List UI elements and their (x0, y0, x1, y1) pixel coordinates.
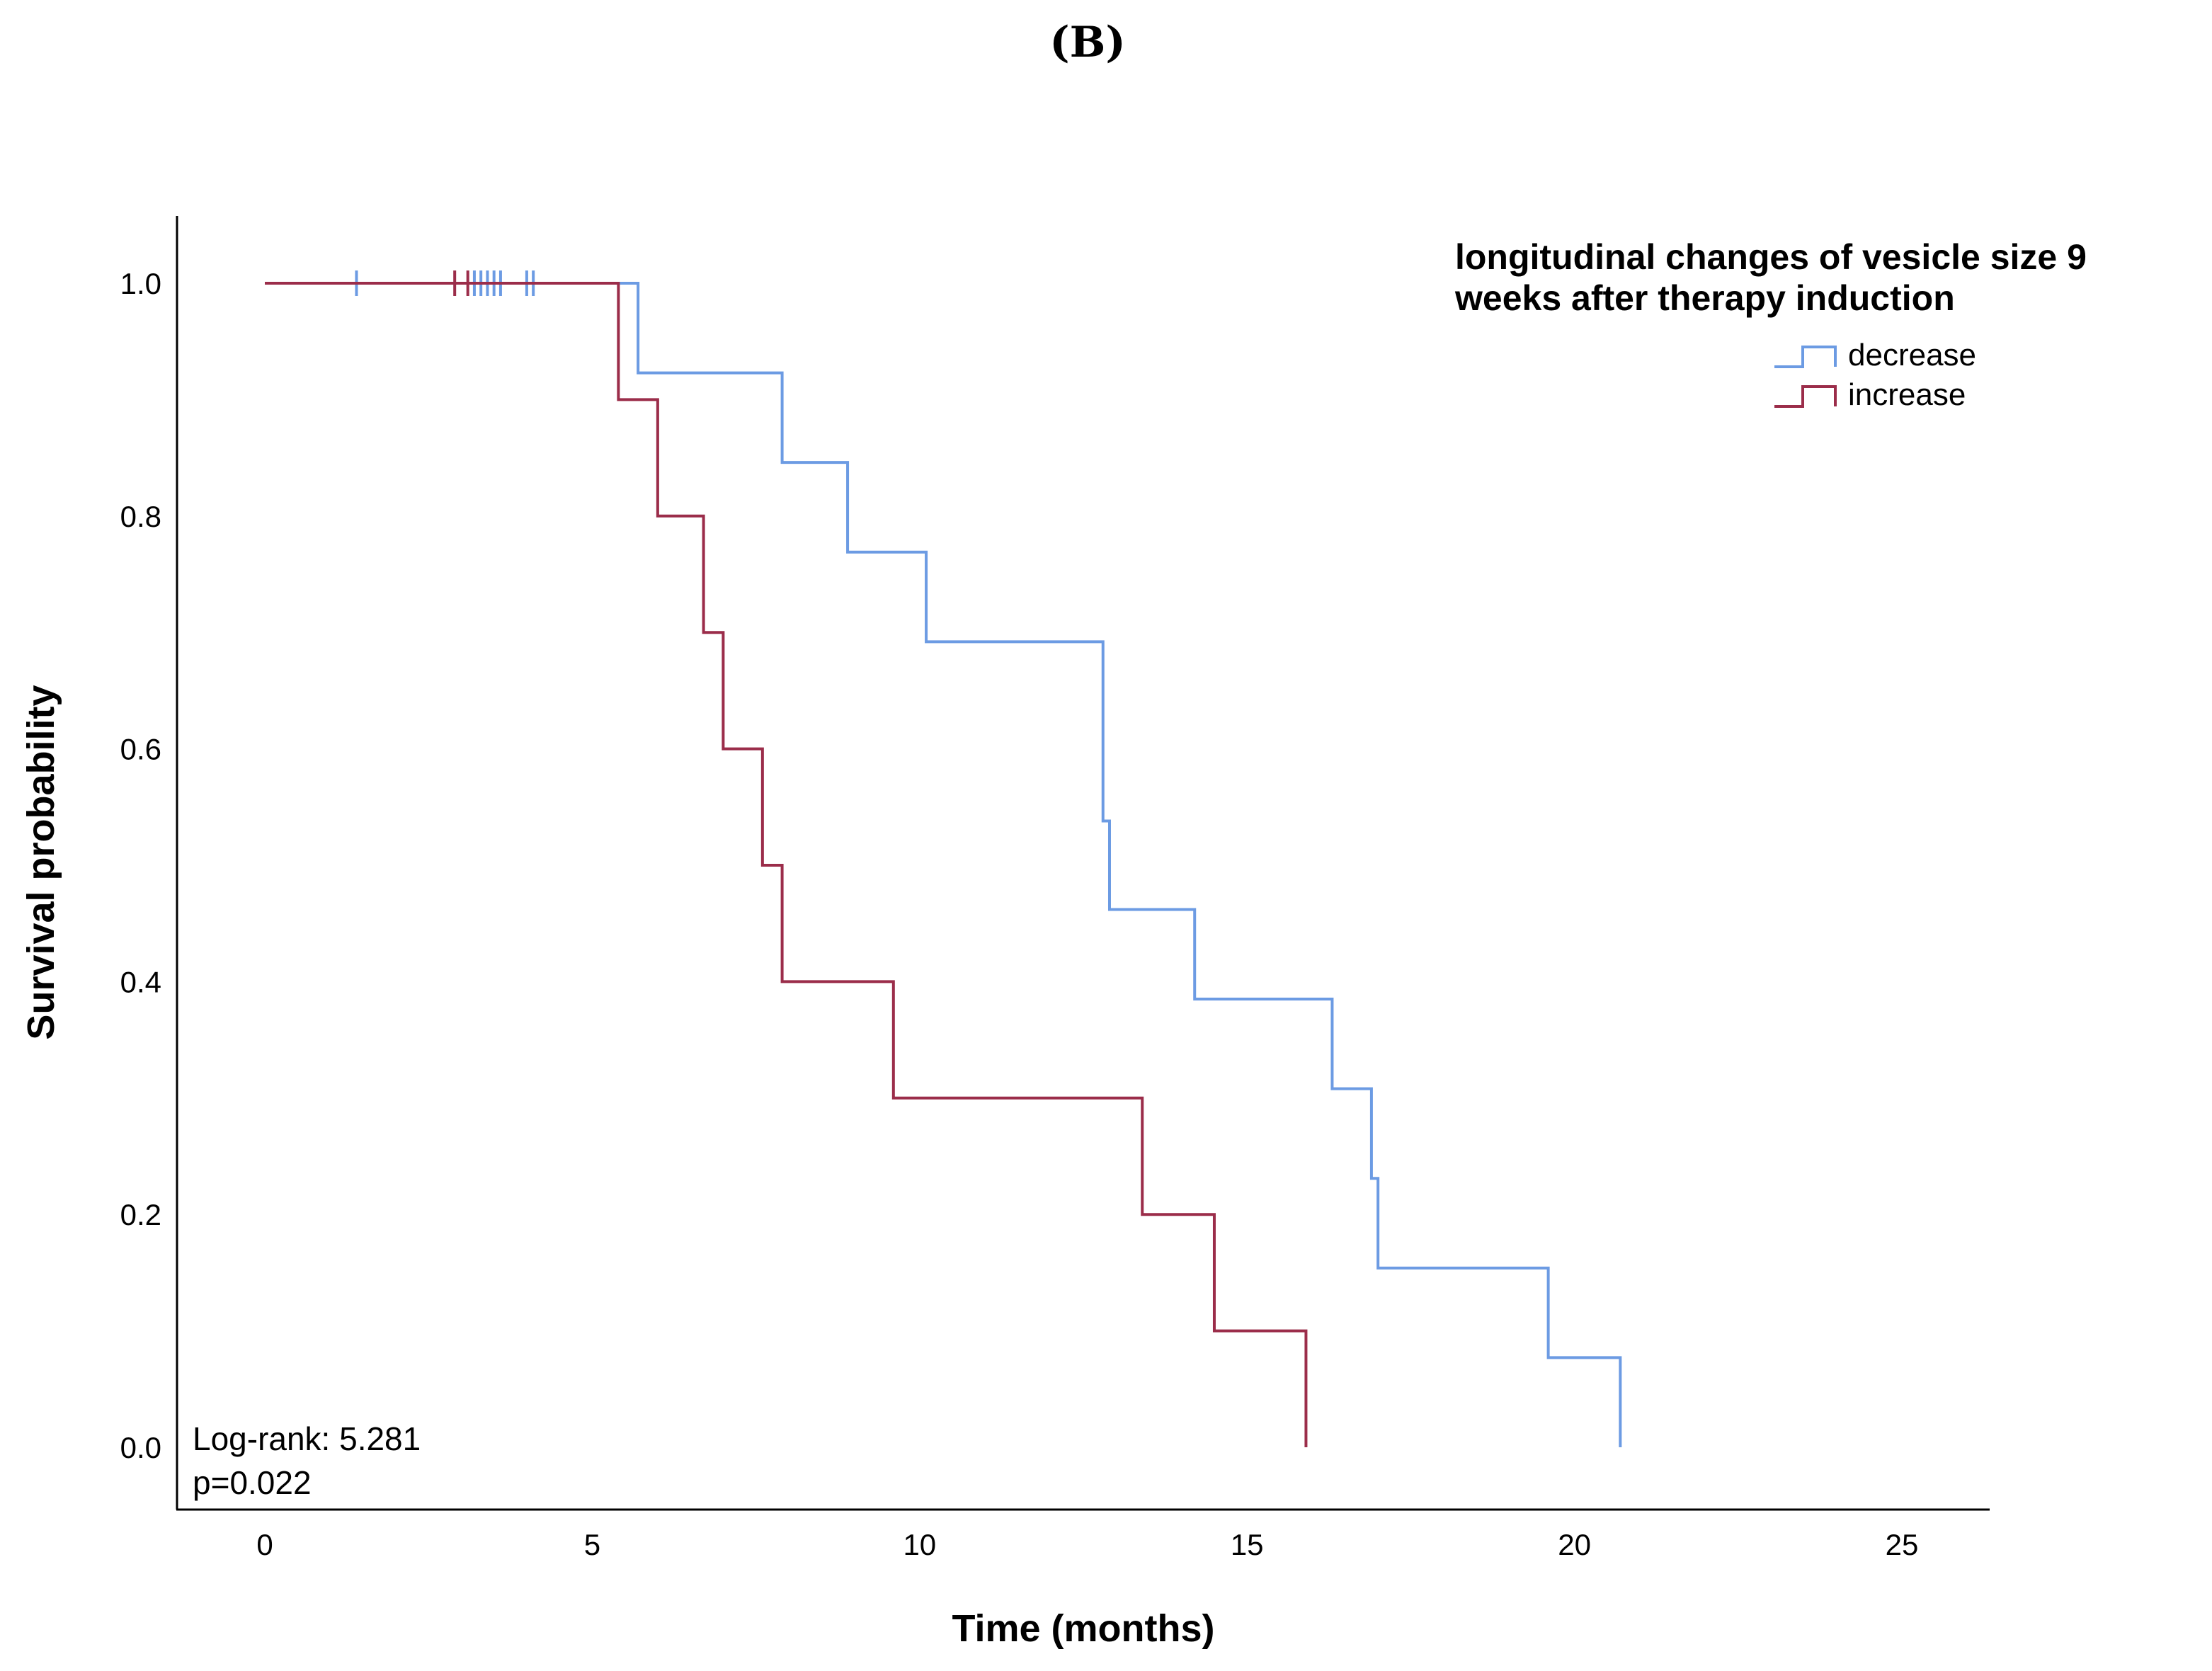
log-rank-annotation: Log-rank: 5.281 (193, 1420, 421, 1457)
legend-title-line-1: longitudinal changes of vesicle size 9 (1455, 237, 2087, 277)
series-increase (265, 270, 1308, 1447)
legend-title-line-2: weeks after therapy induction (1454, 278, 1955, 318)
series-layer (265, 270, 1622, 1447)
y-tick-label: 0.4 (120, 965, 161, 998)
y-tick-label: 0.6 (120, 733, 161, 766)
legend-label: increase (1848, 377, 1966, 412)
x-tick-label: 0 (256, 1528, 273, 1561)
x-tick-label: 25 (1886, 1528, 1919, 1561)
legend-item-increase: increase (1774, 377, 1966, 412)
legend-label: decrease (1848, 338, 1976, 372)
y-tick-label: 1.0 (120, 267, 161, 300)
p-value-annotation: p=0.022 (193, 1464, 312, 1501)
x-tick-label: 5 (584, 1528, 600, 1561)
x-axis-title: Time (months) (952, 1607, 1214, 1650)
y-tick-label: 0.2 (120, 1198, 161, 1231)
y-axis-title: Survival probability (20, 685, 62, 1039)
x-tick-labels: 0 5 10 15 20 25 (256, 1528, 1918, 1561)
panel-label: (B) (1049, 18, 1126, 67)
legend-item-decrease: decrease (1774, 338, 1976, 372)
legend-swatch (1774, 346, 1837, 368)
x-tick-label: 20 (1558, 1528, 1591, 1561)
x-tick-label: 10 (903, 1528, 936, 1561)
x-tick-label: 15 (1231, 1528, 1264, 1561)
survival-curve-increase (265, 282, 1308, 1447)
survival-curve-decrease (265, 282, 1622, 1447)
legend-swatch (1774, 385, 1837, 408)
y-tick-label: 0.8 (120, 500, 161, 533)
y-tick-labels: 0.0 0.2 0.4 0.6 0.8 1.0 (120, 267, 161, 1464)
legend: decrease increase (1774, 338, 1976, 412)
y-tick-label: 0.0 (120, 1431, 161, 1464)
series-decrease (265, 270, 1622, 1447)
